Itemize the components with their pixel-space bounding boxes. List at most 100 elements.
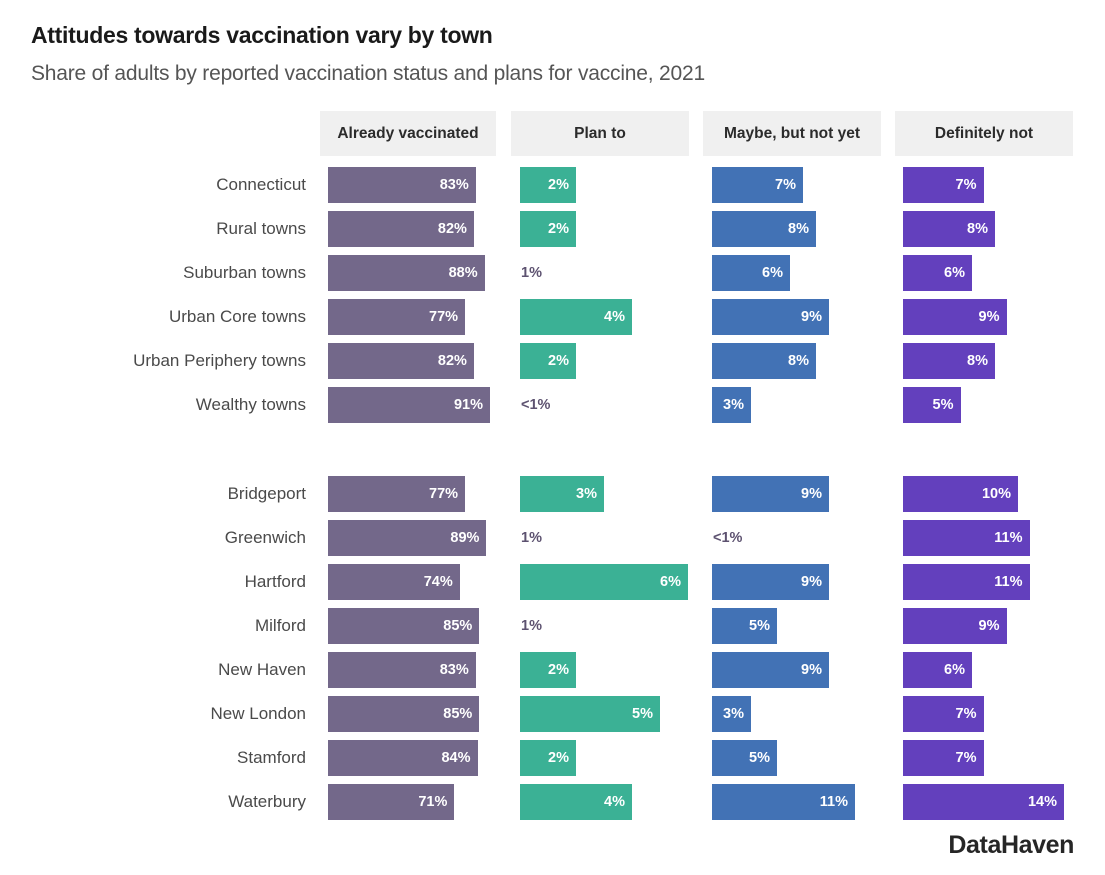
- bar-1: 6%: [520, 564, 688, 600]
- bar-1: <1%: [520, 387, 580, 423]
- bar-value-label: <1%: [521, 397, 551, 413]
- bar-3: 7%: [903, 740, 984, 776]
- bar-value-label: 89%: [450, 530, 480, 546]
- bar-value-label: 8%: [967, 221, 988, 237]
- bar-0: 88%: [328, 255, 485, 291]
- column-header-3: Definitely not: [895, 111, 1073, 156]
- bar-value-label: 88%: [448, 265, 478, 281]
- bar-value-label: 9%: [978, 618, 1000, 634]
- bar-2: <1%: [712, 520, 772, 556]
- row-label: Greenwich: [224, 528, 306, 547]
- bar-3: 11%: [903, 520, 1030, 556]
- bar-value-label: 6%: [762, 265, 783, 281]
- bar-value-label: 6%: [944, 265, 965, 281]
- bar-2: 3%: [712, 696, 751, 732]
- bar-0: 77%: [328, 476, 466, 512]
- bar-value-label: 7%: [955, 750, 977, 766]
- bar-1: 2%: [520, 740, 576, 776]
- bar-value-label: 2%: [548, 662, 569, 678]
- row-label: New Haven: [218, 660, 306, 679]
- bar-2: 9%: [712, 652, 829, 688]
- bar-1: 1%: [520, 608, 580, 644]
- datahaven-logo: DataHaven: [948, 831, 1074, 859]
- bar-3: 9%: [903, 299, 1007, 335]
- bar-1: 4%: [520, 299, 632, 335]
- bar-value-label: 2%: [548, 353, 569, 369]
- bar-value-label: 11%: [994, 574, 1023, 590]
- bar-0: 84%: [328, 740, 478, 776]
- bar-value-label: 4%: [604, 309, 625, 325]
- bar-value-label: 74%: [423, 574, 453, 590]
- bar-2: 7%: [712, 167, 803, 203]
- bar-3: 6%: [903, 652, 972, 688]
- bar-value-label: 1%: [521, 530, 542, 546]
- bar-value-label: 6%: [944, 662, 965, 678]
- bar-value-label: 9%: [978, 309, 1000, 325]
- bar-value-label: 8%: [788, 221, 809, 237]
- bar-value-label: 7%: [775, 177, 796, 193]
- bar-3: 5%: [903, 387, 961, 423]
- row-label: Suburban towns: [183, 263, 306, 282]
- bar-value-label: 3%: [576, 486, 597, 502]
- bar-0: 82%: [328, 211, 474, 247]
- bar-0: 83%: [328, 167, 476, 203]
- bar-2: 5%: [712, 740, 777, 776]
- bar-value-label: 2%: [548, 750, 569, 766]
- bar-1: 1%: [520, 255, 580, 291]
- row-label: Connecticut: [216, 175, 306, 194]
- bar-1: 2%: [520, 167, 576, 203]
- row-label: Wealthy towns: [195, 395, 306, 414]
- bar-1: 2%: [520, 652, 576, 688]
- bar-value-label: 14%: [1027, 794, 1057, 810]
- bar-value-label: 8%: [788, 353, 809, 369]
- bar-0: 74%: [328, 564, 460, 600]
- bar-0: 85%: [328, 696, 480, 732]
- row-label: Urban Core towns: [168, 307, 306, 326]
- bar-value-label: 77%: [429, 309, 459, 325]
- column-header-1: Plan to: [511, 111, 689, 156]
- bar-value-label: 2%: [548, 221, 569, 237]
- chart-title: Attitudes towards vaccination vary by to…: [31, 22, 493, 48]
- bar-value-label: 1%: [521, 265, 542, 281]
- bar-value-label: 8%: [967, 353, 988, 369]
- bar-3: 7%: [903, 167, 984, 203]
- bar-value-label: <1%: [713, 530, 743, 546]
- bar-1: 2%: [520, 343, 576, 379]
- bar-value-label: 11%: [994, 530, 1023, 546]
- bar-value-label: 83%: [439, 177, 469, 193]
- bar-0: 89%: [328, 520, 487, 556]
- bar-1: 3%: [520, 476, 604, 512]
- bar-value-label: 6%: [660, 574, 681, 590]
- bar-3: 14%: [903, 784, 1064, 820]
- bar-2: 5%: [712, 608, 777, 644]
- bar-value-label: 83%: [439, 662, 469, 678]
- bar-value-label: 91%: [453, 397, 483, 413]
- bar-2: 8%: [712, 211, 816, 247]
- bar-1: 5%: [520, 696, 660, 732]
- row-label: Stamford: [237, 748, 306, 767]
- bar-2: 9%: [712, 476, 829, 512]
- bar-2: 9%: [712, 299, 829, 335]
- chart-subtitle: Share of adults by reported vaccination …: [31, 62, 705, 85]
- bar-2: 9%: [712, 564, 829, 600]
- bar-value-label: 5%: [749, 618, 770, 634]
- bar-value-label: 85%: [443, 618, 473, 634]
- row-label: Bridgeport: [227, 484, 306, 503]
- bar-value-label: 5%: [932, 397, 954, 413]
- bar-value-label: 84%: [441, 750, 471, 766]
- bar-value-label: 9%: [801, 486, 822, 502]
- bar-0: 77%: [328, 299, 466, 335]
- bar-0: 83%: [328, 652, 476, 688]
- bar-3: 8%: [903, 343, 995, 379]
- row-label: Urban Periphery towns: [133, 351, 306, 370]
- bar-2: 3%: [712, 387, 751, 423]
- bar-value-label: 9%: [801, 309, 822, 325]
- bar-1: 2%: [520, 211, 576, 247]
- bar-value-label: 85%: [443, 706, 473, 722]
- bar-value-label: 4%: [604, 794, 625, 810]
- bar-value-label: 9%: [801, 662, 822, 678]
- row-label: New London: [210, 704, 306, 723]
- bar-value-label: 1%: [521, 618, 542, 634]
- bar-value-label: 3%: [723, 706, 744, 722]
